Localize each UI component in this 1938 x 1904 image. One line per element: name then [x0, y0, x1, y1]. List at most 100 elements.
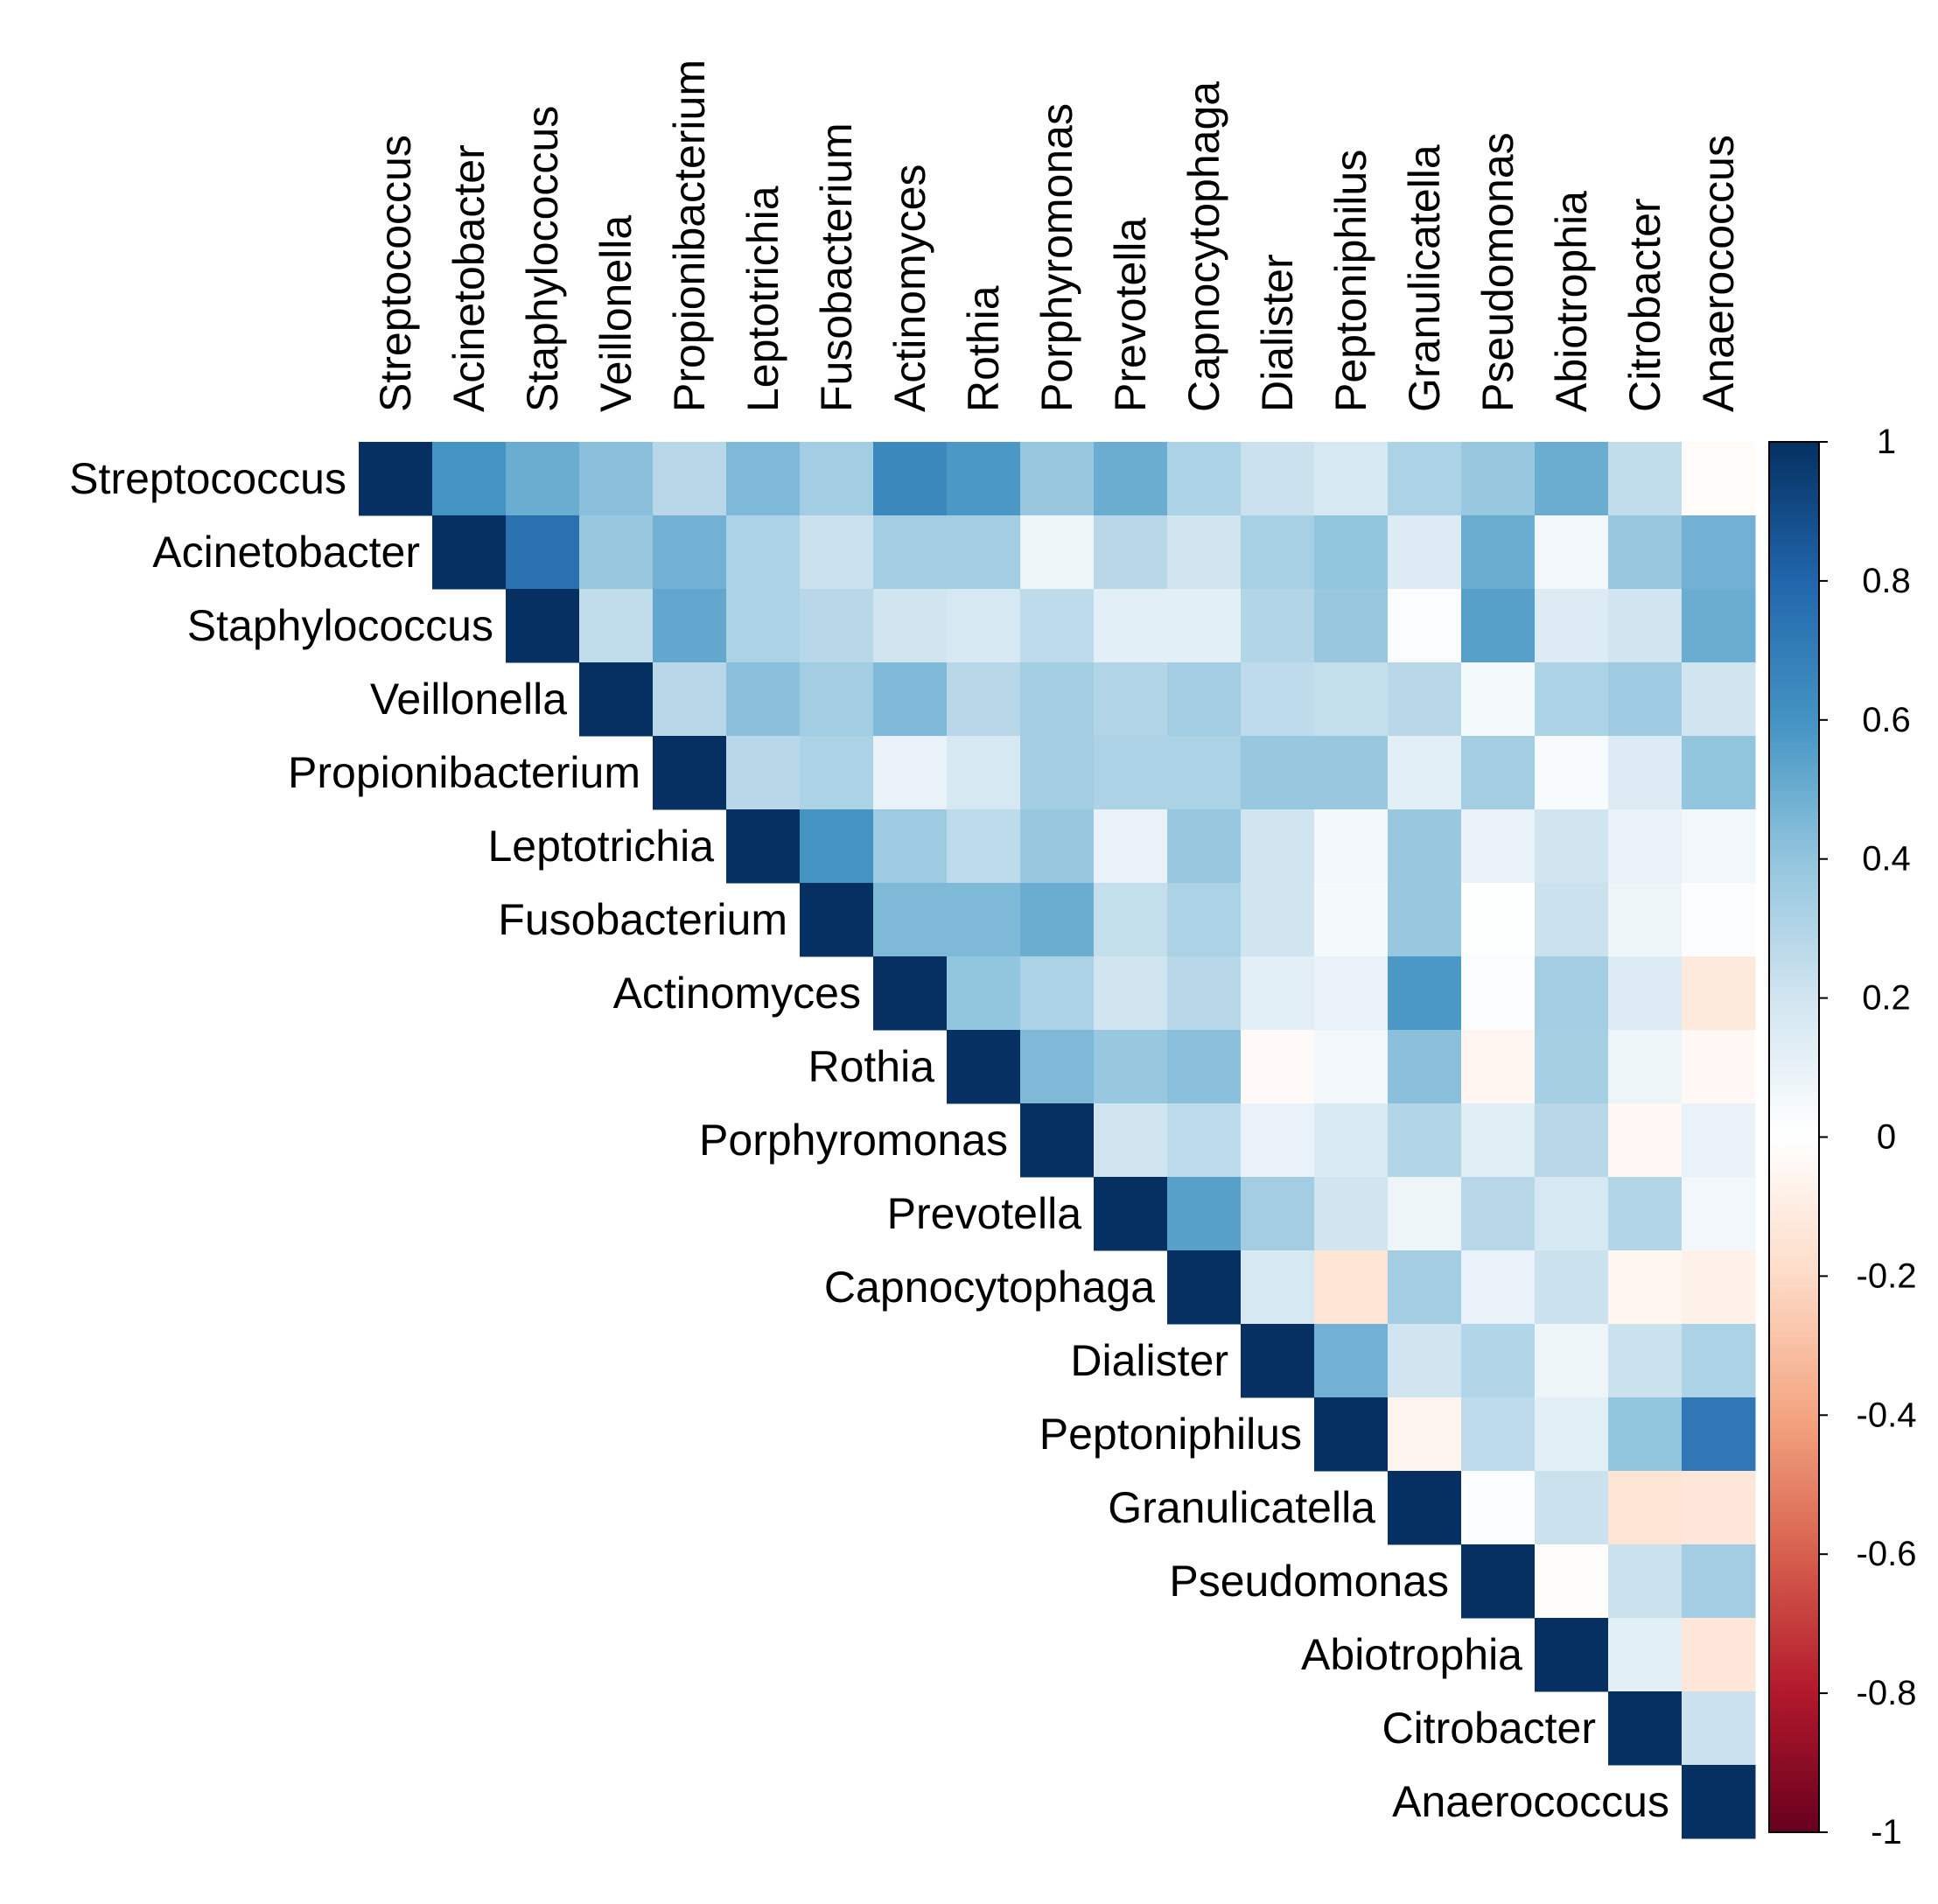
heatmap-cell-prevotella-anaerococcus: [1682, 1177, 1756, 1251]
heatmap-cell-granulicatella-abiotrophia: [1535, 1471, 1609, 1545]
heatmap-cell-actinomyces-anaerococcus: [1682, 956, 1756, 1031]
heatmap-cell-peptoniphilus-peptoniphilus: [1314, 1397, 1389, 1472]
heatmap-cell-peptoniphilus-pseudomonas: [1461, 1397, 1536, 1472]
heatmap-cell-actinomyces-citrobacter: [1608, 956, 1683, 1031]
row-label-fusobacterium: Fusobacterium: [498, 895, 787, 944]
heatmap-cell-veillonella-porphyromonas: [1020, 662, 1095, 737]
heatmap-cell-staphylococcus-rothia: [947, 589, 1021, 663]
heatmap-cell-propionibacterium-abiotrophia: [1535, 736, 1609, 810]
heatmap-cell-propionibacterium-pseudomonas: [1461, 736, 1536, 810]
heatmap-cell-veillonella-abiotrophia: [1535, 662, 1609, 737]
heatmap-cell-porphyromonas-abiotrophia: [1535, 1103, 1609, 1178]
heatmap-cell-staphylococcus-peptoniphilus: [1314, 589, 1389, 663]
heatmap-cell-acinetobacter-porphyromonas: [1020, 515, 1095, 590]
heatmap-cell-streptococcus-propionibacterium: [653, 442, 727, 516]
heatmap-cell-dialister-peptoniphilus: [1314, 1324, 1389, 1398]
column-label-veillonella: Veillonella: [591, 215, 640, 412]
colorbar-tick-label: 0: [1877, 1118, 1896, 1157]
heatmap-cell-actinomyces-abiotrophia: [1535, 956, 1609, 1031]
heatmap-cell-streptococcus-streptococcus: [359, 442, 433, 516]
row-label-capnocytophaga: Capnocytophaga: [824, 1263, 1155, 1312]
heatmap-cell-propionibacterium-actinomyces: [873, 736, 948, 810]
heatmap-cell-veillonella-anaerococcus: [1682, 662, 1756, 737]
column-label-porphyromonas: Porphyromonas: [1032, 103, 1081, 412]
heatmap-cell-streptococcus-porphyromonas: [1020, 442, 1095, 516]
row-label-porphyromonas: Porphyromonas: [699, 1116, 1008, 1165]
column-label-propionibacterium: Propionibacterium: [665, 60, 714, 412]
heatmap-cell-staphylococcus-granulicatella: [1388, 589, 1462, 663]
heatmap-cell-porphyromonas-capnocytophaga: [1167, 1103, 1242, 1178]
heatmap-cell-porphyromonas-porphyromonas: [1020, 1103, 1095, 1178]
heatmap-cell-acinetobacter-actinomyces: [873, 515, 948, 590]
heatmap-cell-propionibacterium-prevotella: [1094, 736, 1168, 810]
heatmap-cell-abiotrophia-abiotrophia: [1535, 1618, 1609, 1692]
heatmap-cell-porphyromonas-granulicatella: [1388, 1103, 1462, 1178]
heatmap-cell-actinomyces-prevotella: [1094, 956, 1168, 1031]
heatmap-cell-staphylococcus-capnocytophaga: [1167, 589, 1242, 663]
column-labels: Streptococcus Acinetobacter Staphylococcus…: [371, 60, 1743, 412]
heatmap-cell-acinetobacter-peptoniphilus: [1314, 515, 1389, 590]
heatmap-cell-actinomyces-pseudomonas: [1461, 956, 1536, 1031]
column-label-pseudomonas: Pseudomonas: [1473, 132, 1522, 412]
row-label-granulicatella: Granulicatella: [1108, 1483, 1375, 1532]
heatmap-cell-granulicatella-pseudomonas: [1461, 1471, 1536, 1545]
colorbar-tick-label: -1: [1871, 1813, 1902, 1852]
heatmap-cell-staphylococcus-veillonella: [579, 589, 654, 663]
column-label-granulicatella: Granulicatella: [1400, 144, 1449, 412]
heatmap-cell-veillonella-citrobacter: [1608, 662, 1683, 737]
heatmap-cell-propionibacterium-peptoniphilus: [1314, 736, 1389, 810]
row-label-actinomyces: Actinomyces: [613, 969, 861, 1018]
heatmap-cell-fusobacterium-capnocytophaga: [1167, 883, 1242, 957]
heatmap-cell-leptotrichia-capnocytophaga: [1167, 809, 1242, 884]
heatmap-cell-staphylococcus-dialister: [1241, 589, 1315, 663]
column-label-citrobacter: Citrobacter: [1620, 198, 1669, 412]
row-label-leptotrichia: Leptotrichia: [488, 822, 715, 871]
heatmap-cell-veillonella-actinomyces: [873, 662, 948, 737]
heatmap-cell-veillonella-rothia: [947, 662, 1021, 737]
heatmap-cell-rothia-capnocytophaga: [1167, 1030, 1242, 1104]
heatmap-cell-streptococcus-actinomyces: [873, 442, 948, 516]
row-label-abiotrophia: Abiotrophia: [1301, 1630, 1522, 1679]
heatmap-cell-staphylococcus-citrobacter: [1608, 589, 1683, 663]
heatmap-cell-streptococcus-citrobacter: [1608, 442, 1683, 516]
heatmap-cell-veillonella-leptotrichia: [726, 662, 801, 737]
heatmap-cell-abiotrophia-citrobacter: [1608, 1618, 1683, 1692]
heatmap-cell-veillonella-granulicatella: [1388, 662, 1462, 737]
heatmap-cell-veillonella-capnocytophaga: [1167, 662, 1242, 737]
heatmap-cell-acinetobacter-acinetobacter: [432, 515, 507, 590]
colorbar-tick-label: 0.4: [1862, 840, 1911, 878]
heatmap-cell-pseudomonas-pseudomonas: [1461, 1544, 1536, 1619]
heatmap-cell-fusobacterium-actinomyces: [873, 883, 948, 957]
heatmap-cell-acinetobacter-capnocytophaga: [1167, 515, 1242, 590]
heatmap-cell-citrobacter-anaerococcus: [1682, 1691, 1756, 1766]
heatmap-cell-streptococcus-staphylococcus: [506, 442, 580, 516]
heatmap-cell-anaerococcus-anaerococcus: [1682, 1765, 1756, 1839]
heatmap-cell-propionibacterium-fusobacterium: [800, 736, 874, 810]
heatmap-cell-actinomyces-granulicatella: [1388, 956, 1462, 1031]
heatmap-cell-streptococcus-leptotrichia: [726, 442, 801, 516]
row-label-propionibacterium: Propionibacterium: [288, 748, 640, 797]
heatmap-cell-fusobacterium-citrobacter: [1608, 883, 1683, 957]
heatmap-cell-streptococcus-prevotella: [1094, 442, 1168, 516]
heatmap-cell-porphyromonas-prevotella: [1094, 1103, 1168, 1178]
column-label-dialister: Dialister: [1253, 254, 1302, 412]
heatmap-cell-acinetobacter-abiotrophia: [1535, 515, 1609, 590]
heatmap-cell-staphylococcus-porphyromonas: [1020, 589, 1095, 663]
heatmap-cell-acinetobacter-dialister: [1241, 515, 1315, 590]
heatmap-cell-acinetobacter-granulicatella: [1388, 515, 1462, 590]
heatmap-cell-veillonella-fusobacterium: [800, 662, 874, 737]
heatmap-cell-peptoniphilus-abiotrophia: [1535, 1397, 1609, 1472]
heatmap-cell-capnocytophaga-peptoniphilus: [1314, 1250, 1389, 1325]
heatmap-cell-staphylococcus-actinomyces: [873, 589, 948, 663]
heatmap-cell-prevotella-dialister: [1241, 1177, 1315, 1251]
heatmap-cell-propionibacterium-rothia: [947, 736, 1021, 810]
heatmap-cell-propionibacterium-granulicatella: [1388, 736, 1462, 810]
heatmap-cell-leptotrichia-granulicatella: [1388, 809, 1462, 884]
heatmap-cell-staphylococcus-leptotrichia: [726, 589, 801, 663]
heatmap-cell-leptotrichia-rothia: [947, 809, 1021, 884]
heatmap-cell-porphyromonas-peptoniphilus: [1314, 1103, 1389, 1178]
heatmap-cell-streptococcus-rothia: [947, 442, 1021, 516]
heatmap-cell-propionibacterium-porphyromonas: [1020, 736, 1095, 810]
heatmap-cell-fusobacterium-anaerococcus: [1682, 883, 1756, 957]
